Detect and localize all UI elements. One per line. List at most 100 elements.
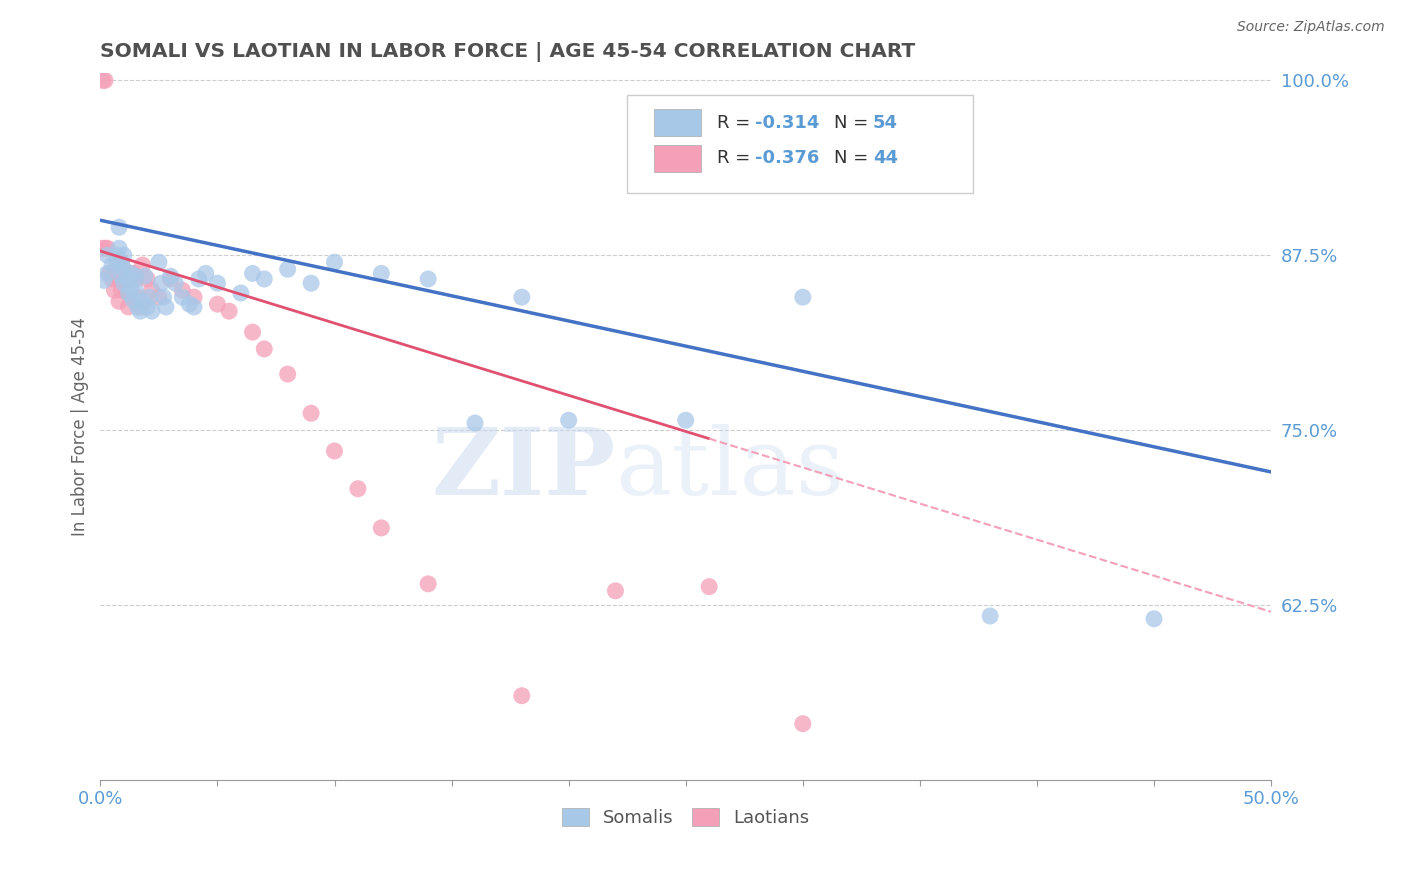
Point: [277, 262, 299, 277]
Point: [120, 280, 142, 294]
Point: [187, 272, 209, 286]
Point: [96, 241, 118, 255]
Point: [697, 580, 720, 594]
Point: [127, 290, 149, 304]
Point: [253, 272, 276, 286]
Point: [108, 220, 131, 235]
Point: [136, 300, 159, 314]
Point: [148, 290, 170, 304]
Point: [136, 272, 159, 286]
Point: [105, 272, 128, 286]
Point: [557, 413, 579, 427]
Point: [242, 266, 264, 280]
Point: [134, 269, 156, 284]
Point: [242, 325, 264, 339]
Point: [207, 297, 229, 311]
Text: ZIP: ZIP: [432, 424, 616, 514]
Point: [159, 272, 181, 286]
Point: [115, 283, 138, 297]
Point: [183, 290, 205, 304]
Point: [323, 255, 346, 269]
Point: [792, 290, 814, 304]
Point: [96, 248, 118, 262]
Point: [110, 283, 132, 297]
FancyBboxPatch shape: [627, 95, 973, 194]
Point: [179, 297, 201, 311]
Point: [117, 272, 139, 286]
Point: [138, 290, 160, 304]
Point: [131, 258, 153, 272]
Point: [218, 304, 240, 318]
Point: [418, 272, 440, 286]
Point: [323, 444, 346, 458]
Text: 54: 54: [873, 114, 898, 132]
Point: [96, 266, 118, 280]
Point: [131, 294, 153, 309]
Point: [110, 255, 132, 269]
Point: [183, 300, 205, 314]
Point: [112, 248, 135, 262]
Point: [122, 293, 145, 307]
Point: [172, 283, 194, 297]
Point: [90, 241, 112, 255]
Point: [91, 73, 114, 87]
Point: [117, 300, 139, 314]
Point: [370, 266, 392, 280]
Text: R =: R =: [717, 114, 756, 132]
Point: [127, 300, 149, 314]
Point: [129, 304, 152, 318]
Point: [120, 266, 142, 280]
FancyBboxPatch shape: [654, 110, 702, 136]
Point: [172, 290, 194, 304]
Text: -0.314: -0.314: [755, 114, 820, 132]
Point: [94, 241, 117, 255]
Point: [129, 300, 152, 314]
Point: [108, 294, 131, 309]
Text: N =: N =: [834, 149, 875, 167]
Point: [605, 583, 627, 598]
Point: [103, 283, 125, 297]
Point: [299, 276, 322, 290]
Point: [510, 290, 533, 304]
Point: [370, 521, 392, 535]
Point: [155, 300, 177, 314]
Text: 44: 44: [873, 149, 898, 167]
Legend: Somalis, Laotians: Somalis, Laotians: [554, 800, 817, 834]
Point: [124, 269, 146, 284]
Point: [159, 269, 181, 284]
Point: [98, 266, 121, 280]
Point: [105, 255, 128, 269]
Point: [165, 276, 187, 290]
Point: [418, 577, 440, 591]
Point: [124, 283, 146, 297]
Point: [510, 689, 533, 703]
Point: [101, 272, 124, 286]
Point: [979, 609, 1001, 624]
Point: [105, 248, 128, 262]
Point: [112, 272, 135, 286]
FancyBboxPatch shape: [654, 145, 702, 171]
Point: [124, 272, 146, 286]
Point: [792, 716, 814, 731]
Point: [141, 283, 163, 297]
Text: -0.376: -0.376: [755, 149, 820, 167]
Point: [108, 266, 131, 280]
Point: [299, 406, 322, 420]
Point: [464, 416, 486, 430]
Point: [141, 304, 163, 318]
Text: R =: R =: [717, 149, 756, 167]
Point: [103, 266, 125, 280]
Point: [108, 241, 131, 255]
Point: [207, 276, 229, 290]
Point: [110, 255, 132, 269]
Point: [112, 276, 135, 290]
Point: [110, 269, 132, 284]
Text: SOMALI VS LAOTIAN IN LABOR FORCE | AGE 45-54 CORRELATION CHART: SOMALI VS LAOTIAN IN LABOR FORCE | AGE 4…: [100, 42, 915, 62]
Point: [152, 290, 174, 304]
Point: [122, 266, 145, 280]
Text: N =: N =: [834, 114, 875, 132]
Point: [1143, 612, 1166, 626]
Point: [675, 413, 697, 427]
Text: Source: ZipAtlas.com: Source: ZipAtlas.com: [1237, 20, 1385, 34]
Point: [148, 255, 170, 269]
